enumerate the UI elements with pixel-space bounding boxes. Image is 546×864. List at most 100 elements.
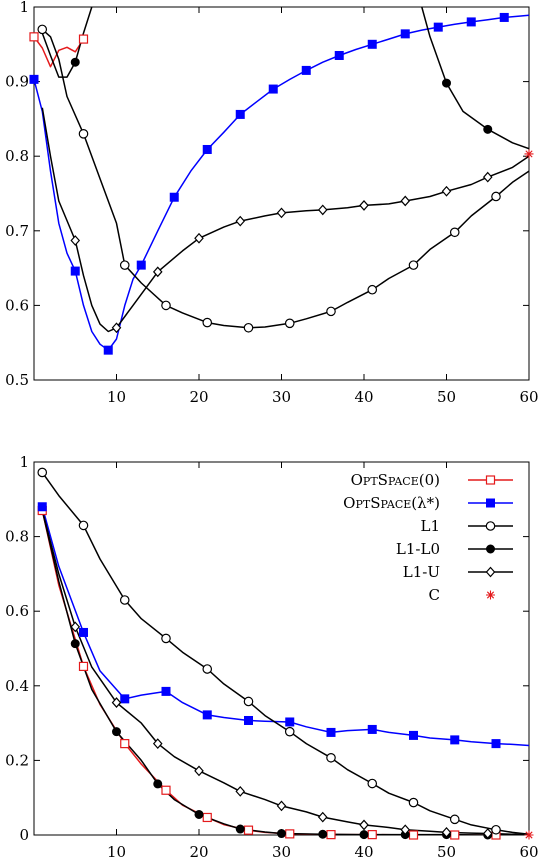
- data-point-optspacelambda: [169, 192, 179, 202]
- plot-frame: [33, 461, 530, 836]
- data-point-l1l0: [70, 57, 80, 67]
- data-point-l1: [37, 24, 48, 35]
- data-point-l1l0: [442, 78, 451, 88]
- data-point-l1u: [152, 266, 163, 278]
- data-point-l1u: [276, 800, 287, 812]
- legend-marker-c: [486, 590, 495, 600]
- x-tick-label: 40: [354, 843, 373, 861]
- legend: OPTSPACE(0) OPTSPACE(λ*) L1 L1-L0 L1-U C: [343, 471, 513, 604]
- data-point-optspacelambda: [409, 730, 418, 740]
- data-point-l1: [449, 227, 460, 238]
- data-point-l1u: [194, 765, 204, 777]
- data-point-l1l0: [483, 124, 493, 134]
- data-point-l1u: [317, 811, 328, 823]
- data-point-l1u: [194, 232, 204, 244]
- x-tick-label: 60: [519, 843, 538, 861]
- data-point-l1l0: [194, 809, 204, 819]
- data-point-optspacelambda: [79, 627, 88, 637]
- data-point-l1u: [441, 826, 452, 838]
- legend-label-l1u: L1-U: [403, 563, 440, 581]
- x-tick-label: 20: [189, 388, 208, 406]
- data-point-optspace0: [367, 830, 377, 840]
- data-point-l1l0: [112, 727, 121, 737]
- data-point-optspacelambda: [70, 266, 80, 276]
- data-point-l1: [284, 318, 295, 329]
- legend-marker-optspace0: [485, 475, 496, 485]
- data-point-l1u: [482, 171, 493, 183]
- data-point-l1: [78, 520, 89, 531]
- data-point-l1: [491, 191, 501, 202]
- data-point-l1u: [400, 195, 411, 207]
- y-tick-label: 0.4: [5, 677, 29, 695]
- y-tick-label: 0.2: [5, 751, 29, 769]
- plot-area: [41, 471, 529, 835]
- y-tick-label: 0.8: [5, 147, 29, 165]
- data-point-l1: [408, 797, 419, 808]
- data-point-optspacelambda: [244, 715, 253, 725]
- data-point-optspacelambda: [37, 502, 47, 512]
- x-tick-label: 20: [189, 843, 208, 861]
- data-point-l1u: [400, 824, 411, 836]
- data-point-l1u: [482, 828, 493, 839]
- data-point-l1: [161, 300, 171, 311]
- x-tick-label: 30: [272, 388, 291, 406]
- plot-area: [34, 7, 529, 351]
- data-point-optspacelambda: [400, 29, 410, 39]
- data-point-l1: [243, 322, 254, 333]
- marker-layer: [29, 12, 534, 355]
- data-point-c: [524, 830, 534, 840]
- top-chart: 10 20 30 40 50 60 0.5 0.6 0.7 0.8 0.9 1: [5, 0, 538, 406]
- data-point-optspacelambda: [103, 345, 113, 355]
- data-point-l1: [491, 824, 501, 835]
- data-point-l1u: [441, 185, 452, 197]
- data-point-optspacelambda: [161, 686, 171, 696]
- data-point-optspacelambda: [120, 694, 130, 704]
- y-tick-label: 0: [19, 826, 29, 844]
- data-point-optspace0: [202, 812, 212, 823]
- data-point-optspacelambda: [202, 710, 212, 720]
- x-tick-label: 30: [272, 843, 291, 861]
- data-point-l1l0: [277, 829, 286, 839]
- data-point-l1u: [111, 322, 122, 334]
- data-point-optspacelambda: [499, 12, 509, 22]
- y-tick-label: 0.6: [5, 602, 29, 620]
- x-tick-label: 60: [519, 388, 538, 406]
- legend-marker-l1l0: [486, 544, 495, 554]
- data-point-optspacelambda: [136, 260, 146, 270]
- data-point-l1u: [317, 204, 328, 216]
- data-point-optspace0: [408, 830, 419, 840]
- data-point-optspace0: [161, 785, 171, 795]
- data-point-optspacelambda: [491, 739, 501, 749]
- data-point-l1u: [111, 697, 122, 708]
- data-point-c: [524, 149, 534, 159]
- data-point-optspace0: [326, 830, 336, 840]
- data-point-l1: [37, 467, 48, 478]
- series-line-optspacelambda: [41, 506, 529, 747]
- data-point-l1: [202, 664, 213, 674]
- y-tick-label: 0.8: [5, 528, 29, 546]
- data-point-optspacelambda: [301, 65, 311, 75]
- data-point-optspace0: [120, 739, 130, 749]
- data-point-l1: [243, 696, 254, 707]
- data-point-optspace0: [78, 661, 89, 672]
- legend-marker-l1: [485, 521, 496, 531]
- series-line-optspace0: [41, 510, 529, 835]
- data-point-l1u: [152, 738, 163, 750]
- data-point-optspacelambda: [450, 735, 460, 745]
- y-tick-label: 0.5: [5, 371, 29, 389]
- series-line-optspacelambda: [34, 14, 529, 351]
- data-point-optspacelambda: [285, 717, 295, 727]
- data-point-l1: [161, 633, 171, 644]
- data-point-l1l0: [318, 829, 328, 839]
- data-point-optspace0: [285, 829, 295, 839]
- legend-label-optspace0: OPTSPACE(0): [351, 471, 440, 489]
- y-tick-label: 0.6: [5, 296, 29, 314]
- data-point-optspacelambda: [268, 84, 278, 94]
- data-point-l1: [202, 317, 213, 328]
- data-point-l1: [78, 129, 89, 139]
- series-line-l1: [41, 28, 529, 329]
- data-point-optspacelambda: [235, 109, 245, 119]
- data-point-l1: [367, 778, 378, 789]
- data-point-optspace0: [243, 825, 254, 835]
- x-tick-label: 10: [107, 843, 126, 861]
